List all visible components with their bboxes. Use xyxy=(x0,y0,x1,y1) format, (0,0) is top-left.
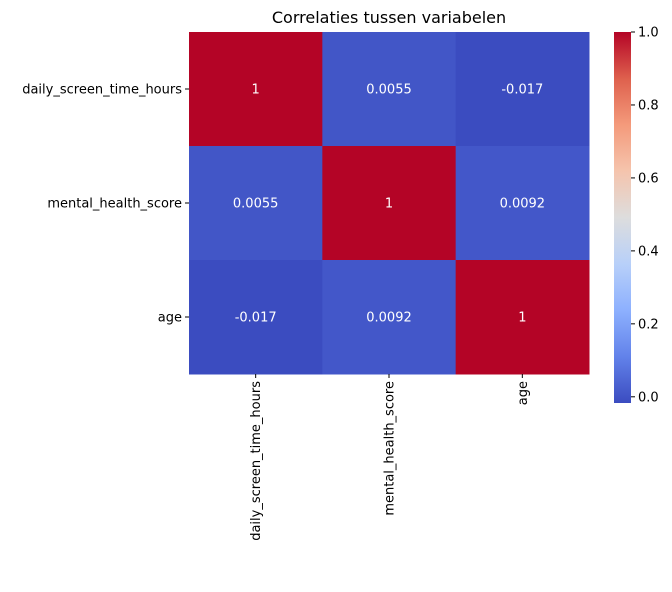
y-tick-labels: daily_screen_time_hours mental_health_sco… xyxy=(22,83,189,326)
heatmap-cell xyxy=(455,146,590,261)
colorbar: 0.0 0.2 0.4 0.6 0.8 1.0 xyxy=(614,26,659,405)
x-tick-label: age xyxy=(516,381,531,405)
cell-annotation: 0.0092 xyxy=(500,197,546,212)
heatmap-cell xyxy=(189,32,323,147)
cell-annotation: 1 xyxy=(252,83,260,98)
heatmap-cell xyxy=(455,260,590,375)
colorbar-tick-label: 0.6 xyxy=(638,171,659,186)
x-tick-label: mental_health_score xyxy=(383,381,398,516)
colorbar-tick-label: 0.4 xyxy=(638,244,659,259)
x-tick-labels: daily_screen_time_hours mental_health_sco… xyxy=(249,374,531,541)
colorbar-tick-label: 0.8 xyxy=(638,98,659,113)
colorbar-gradient xyxy=(614,32,631,403)
y-tick-label: mental_health_score xyxy=(47,197,182,212)
y-tick-label: daily_screen_time_hours xyxy=(22,83,182,98)
heatmap-cell xyxy=(189,146,323,261)
y-tick-label: age xyxy=(158,311,182,326)
cell-annotation: 1 xyxy=(385,197,393,212)
cell-annotation: 0.0092 xyxy=(366,311,412,326)
colorbar-tick-label: 0.2 xyxy=(638,317,659,332)
colorbar-tick-label: 1.0 xyxy=(638,26,659,41)
cell-annotation: 0.0055 xyxy=(233,197,279,212)
cell-annotation: -0.017 xyxy=(235,311,277,326)
cell-annotation: 1 xyxy=(518,311,526,326)
chart-title: Correlaties tussen variabelen xyxy=(272,8,506,27)
heatmap-cell xyxy=(322,260,457,375)
colorbar-tick-label: 0.0 xyxy=(638,390,659,405)
cell-annotation: -0.017 xyxy=(501,83,543,98)
cell-annotation: 0.0055 xyxy=(366,83,412,98)
heatmap-cell xyxy=(322,32,457,147)
heatmap-cell xyxy=(189,260,323,375)
heatmap-cell xyxy=(322,146,457,261)
heatmap-cells: 1 0.0055 -0.017 0.0055 1 0.0092 -0.017 0.0092 1 xyxy=(189,32,590,375)
heatmap-cell xyxy=(455,32,590,147)
x-tick-label: daily_screen_time_hours xyxy=(249,381,264,541)
